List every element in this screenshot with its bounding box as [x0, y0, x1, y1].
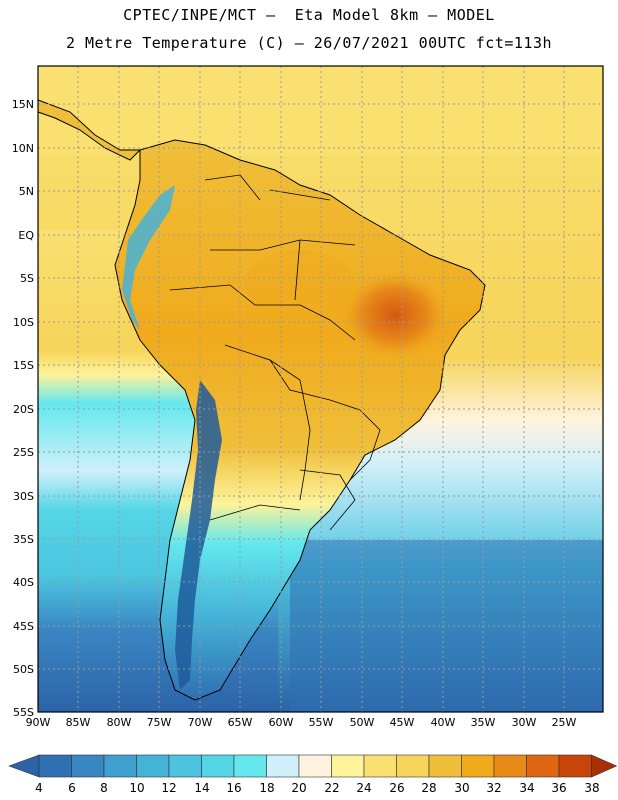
colorbar-label: 10: [129, 781, 144, 795]
hot-core: [340, 270, 450, 360]
colorbar-swatch: [266, 754, 300, 778]
lat-label: 35S: [13, 533, 34, 546]
lat-label: 55S: [13, 706, 34, 719]
lat-label: 10S: [13, 316, 34, 329]
colorbar-swatch: [493, 754, 527, 778]
lon-label: 55W: [309, 716, 334, 729]
andes-north-band: [122, 185, 175, 330]
lon-label: 65W: [228, 716, 253, 729]
chart-subtitle: 2 Metre Temperature (C) – 26/07/2021 00U…: [65, 34, 553, 52]
lat-label: 25S: [13, 446, 34, 459]
colorbar-swatch: [168, 754, 202, 778]
lon-label: 85W: [66, 716, 91, 729]
lat-label: 45S: [13, 620, 34, 633]
lat-label: 5N: [19, 185, 34, 198]
lat-label: 15S: [13, 359, 34, 372]
graticule: [38, 66, 603, 712]
lon-label: 45W: [390, 716, 415, 729]
lon-label: 90W: [26, 716, 51, 729]
colorbar-label: 6: [68, 781, 76, 795]
lat-label: 5S: [20, 272, 34, 285]
lat-label: 20S: [13, 403, 34, 416]
lon-label: 50W: [350, 716, 375, 729]
colorbar-label: 18: [259, 781, 274, 795]
lat-label: 15N: [12, 98, 34, 111]
colorbar-label: 30: [454, 781, 469, 795]
colorbar-label: 12: [161, 781, 176, 795]
country-borders: [169, 174, 381, 531]
lat-label: 30S: [13, 490, 34, 503]
colorbar-swatch: [558, 754, 592, 778]
colorbar-low-arrow: [8, 754, 40, 778]
andes-cold-band: [175, 380, 222, 690]
colorbar-label: 36: [551, 781, 566, 795]
lon-label: 70W: [188, 716, 213, 729]
lon-label: 35W: [471, 716, 496, 729]
chart-title: CPTEC/INPE/MCT – Eta Model 8km – MODEL: [123, 6, 495, 24]
colorbar-swatch: [298, 754, 332, 778]
colorbar-high-arrow: [591, 754, 618, 778]
colorbar-label: 28: [421, 781, 436, 795]
colorbar-swatch: [38, 754, 72, 778]
lat-label: 50S: [13, 663, 34, 676]
colorbar: 4 6 8 10 12 14 16 18 20 22 24 26 28 30 3…: [8, 754, 618, 795]
colorbar-swatch: [428, 754, 462, 778]
colorbar-swatch: [233, 754, 267, 778]
colorbar-label: 16: [226, 781, 241, 795]
colorbar-swatches: [8, 754, 618, 778]
colorbar-label: 24: [356, 781, 371, 795]
map-panel: [37, 65, 604, 713]
longitude-labels: 90W 85W 80W 75W 70W 65W 60W 55W 50W 45W …: [26, 716, 577, 729]
lat-label: 40S: [13, 576, 34, 589]
colorbar-label: 8: [100, 781, 108, 795]
colorbar-swatch: [526, 754, 560, 778]
colorbar-label: 4: [35, 781, 43, 795]
colorbar-label: 26: [389, 781, 404, 795]
colorbar-swatch: [363, 754, 397, 778]
colorbar-swatch: [201, 754, 235, 778]
lat-label: 10N: [12, 142, 34, 155]
colorbar-swatch: [103, 754, 137, 778]
colorbar-swatch: [396, 754, 430, 778]
colorbar-label: 32: [486, 781, 501, 795]
colorbar-label: 38: [584, 781, 599, 795]
map-frame: [37, 65, 604, 713]
colorbar-swatch: [71, 754, 105, 778]
colorbar-swatch: [136, 754, 170, 778]
colorbar-label: 34: [519, 781, 534, 795]
colorbar-label: 14: [194, 781, 209, 795]
lon-label: 40W: [431, 716, 456, 729]
latitude-labels: 15N 10N 5N EQ 5S 10S 15S 20S 25S 30S 35S…: [12, 98, 35, 719]
lon-label: 60W: [269, 716, 294, 729]
colorbar-swatch: [461, 754, 495, 778]
central-america-land: [37, 99, 142, 161]
lon-label: 30W: [512, 716, 537, 729]
colorbar-swatch: [331, 754, 365, 778]
lon-label: 80W: [107, 716, 132, 729]
colorbar-label: 20: [291, 781, 306, 795]
colorbar-labels: 4 6 8 10 12 14 16 18 20 22 24 26 28 30 3…: [35, 781, 599, 795]
lat-label: EQ: [18, 229, 34, 242]
colorbar-label: 22: [324, 781, 339, 795]
lon-label: 75W: [147, 716, 172, 729]
lon-label: 25W: [552, 716, 577, 729]
